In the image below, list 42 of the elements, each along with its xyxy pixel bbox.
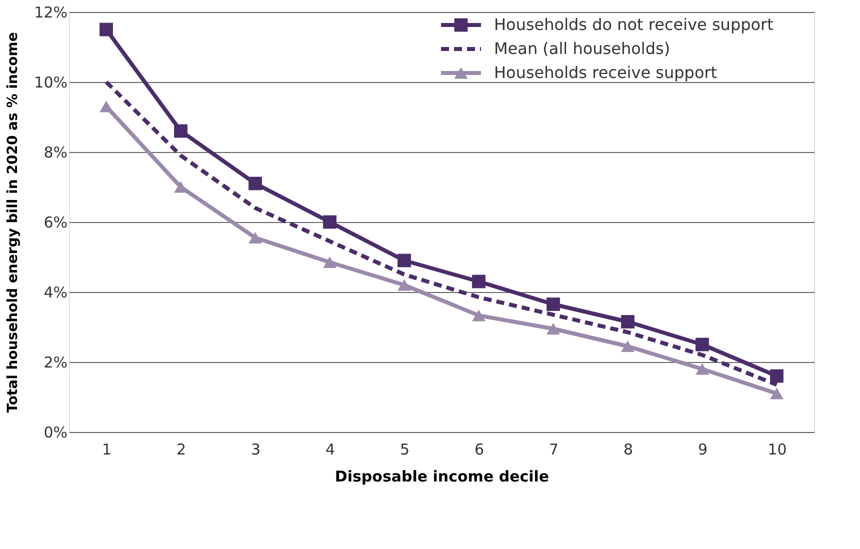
point	[546, 322, 560, 335]
point	[546, 298, 560, 311]
point	[770, 388, 784, 400]
x-tick-label: 5	[400, 440, 410, 458]
x-tick-label: 8	[623, 440, 634, 458]
x-tick-label: 9	[698, 440, 708, 458]
point	[174, 124, 188, 138]
y-tick-label: 0%	[44, 424, 68, 442]
point	[621, 315, 634, 328]
x-tick-label: 1	[102, 440, 112, 458]
x-axis-title: Disposable income decile	[334, 468, 550, 486]
point	[248, 232, 262, 244]
point	[472, 310, 486, 322]
legend-label: Mean (all households)	[494, 39, 670, 58]
legend-label: Households receive support	[494, 63, 718, 82]
x-tick-label: 2	[176, 440, 186, 458]
y-axis-title: Total household energy bill in 2020 as % income	[5, 32, 22, 413]
y-tick-label: 4%	[44, 284, 68, 302]
y-tick-label: 2%	[44, 354, 68, 372]
x-tick-label: 10	[768, 440, 787, 458]
x-tick-label: 6	[474, 440, 484, 458]
point	[174, 181, 188, 193]
y-tick-label: 10%	[34, 74, 68, 92]
point	[770, 369, 784, 383]
x-tick-label: 7	[548, 440, 559, 458]
point	[621, 340, 634, 352]
point	[398, 279, 411, 291]
point	[696, 338, 709, 352]
point	[323, 256, 336, 268]
x-tick-label: 3	[250, 440, 261, 458]
point	[323, 215, 336, 229]
point	[398, 254, 411, 268]
point	[696, 363, 709, 375]
point	[100, 22, 113, 36]
x-tick-label: 4	[325, 440, 336, 458]
y-tick-label: 8%	[44, 144, 68, 162]
point	[100, 100, 113, 112]
point	[472, 274, 486, 288]
point	[248, 176, 262, 190]
y-tick-label: 6%	[44, 214, 68, 232]
legend-label: Households do not receive support	[494, 15, 774, 34]
y-tick-label: 12%	[34, 4, 68, 22]
